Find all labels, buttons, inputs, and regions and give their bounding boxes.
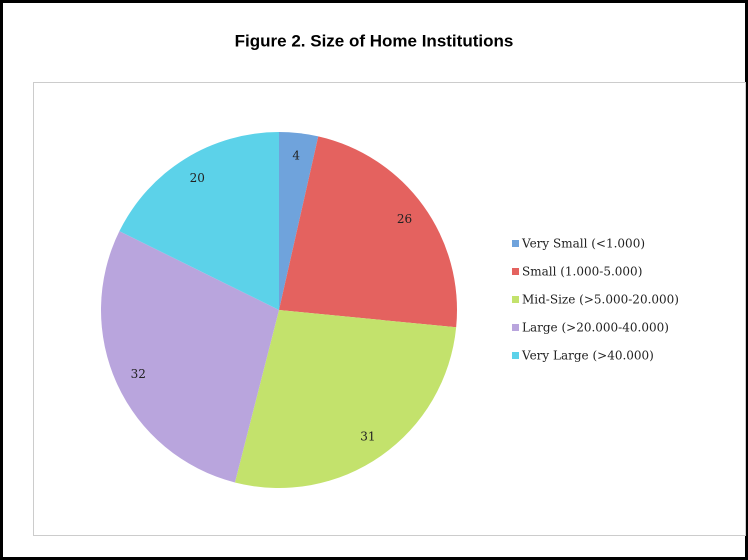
legend-swatch xyxy=(512,296,519,303)
legend-label: Very Large (>40.000) xyxy=(521,349,654,363)
chart-title: Figure 2. Size of Home Institutions xyxy=(235,31,514,50)
legend-label: Mid-Size (>5.000-20.000) xyxy=(522,293,679,307)
legend-swatch xyxy=(512,352,519,359)
data-label: 31 xyxy=(360,429,375,443)
legend-swatch xyxy=(512,240,519,247)
legend-swatch xyxy=(512,268,519,275)
pie-slice xyxy=(234,310,457,488)
data-label: 20 xyxy=(190,171,205,185)
pie-slice xyxy=(279,132,319,310)
legend-label: Large (>20.000-40.000) xyxy=(522,321,669,335)
data-label: 32 xyxy=(131,367,146,381)
data-label: 4 xyxy=(292,149,300,163)
pie-slice xyxy=(119,132,279,310)
legend-label: Very Small (<1.000) xyxy=(521,237,645,251)
legend-label: Small (1.000-5.000) xyxy=(522,265,642,279)
legend-swatch xyxy=(512,324,519,331)
pie-slice xyxy=(279,136,457,328)
pie-slice xyxy=(101,231,279,483)
data-label: 26 xyxy=(397,212,412,226)
